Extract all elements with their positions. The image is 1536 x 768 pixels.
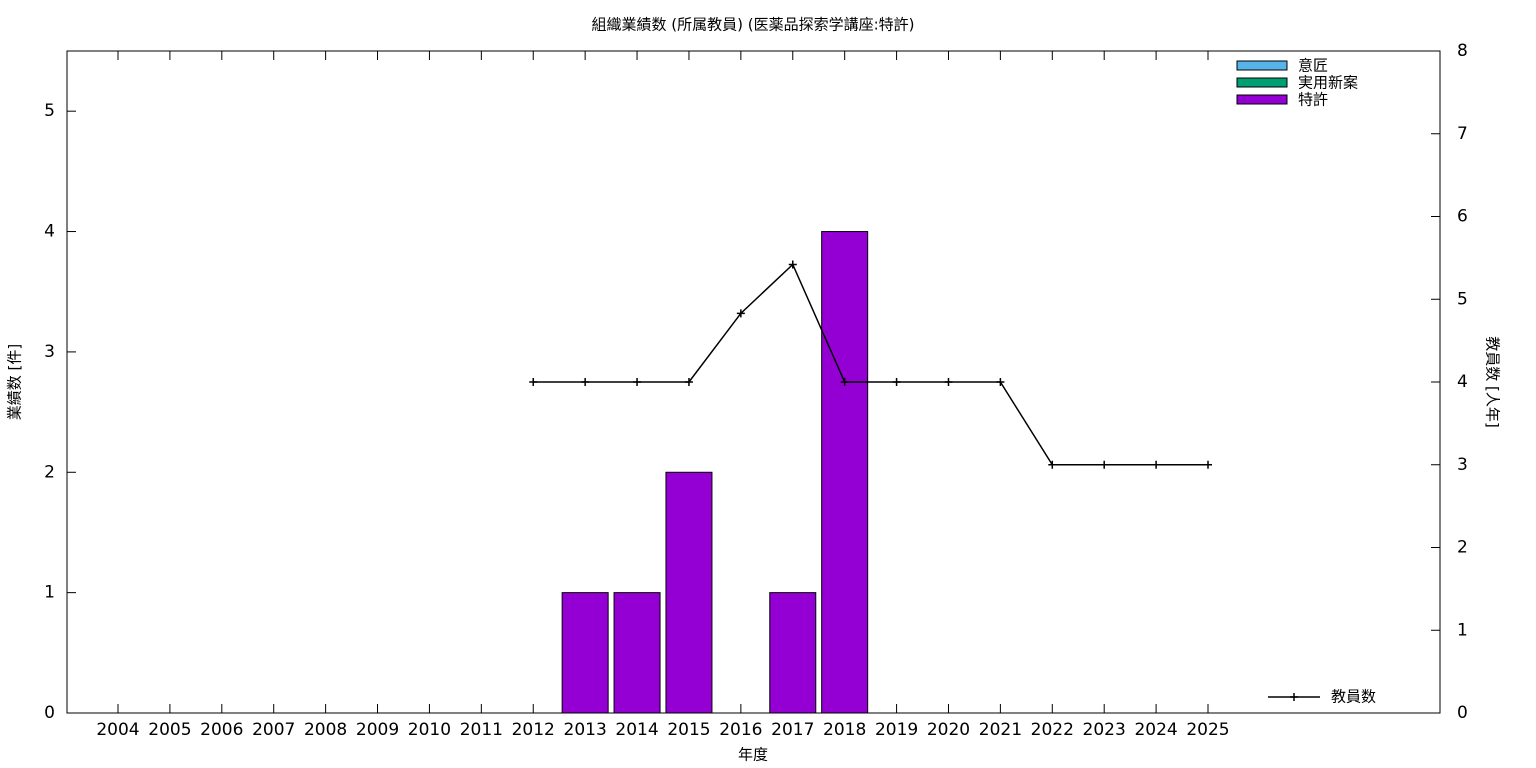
y2-tick-label: 5: [1457, 289, 1468, 309]
y-tick-label: 4: [44, 222, 55, 242]
x-tick-label: 2017: [771, 720, 814, 740]
point-marker: [581, 378, 590, 386]
x-tick-label: 2011: [460, 720, 503, 740]
legend-swatch: [1236, 77, 1288, 88]
x-tick-label: 2005: [148, 720, 191, 740]
x-tick-label: 2007: [252, 720, 295, 740]
point-marker: [996, 378, 1005, 386]
point-marker: [892, 378, 901, 386]
legend-label: 特許: [1298, 91, 1328, 109]
y2-tick-label: 0: [1457, 703, 1468, 723]
x-tick-label: 2014: [615, 720, 658, 740]
bar: [561, 592, 609, 714]
x-axis-label: 年度: [738, 746, 768, 764]
x-tick-label: 2022: [1031, 720, 1074, 740]
x-tick-label: 2004: [96, 720, 139, 740]
x-tick-label: 2010: [408, 720, 451, 740]
x-tick-label: 2025: [1186, 720, 1229, 740]
bar: [665, 471, 713, 714]
legend-marker: [1290, 693, 1298, 701]
legend-label: 教員数: [1331, 688, 1376, 706]
y2-tick-label: 7: [1457, 124, 1468, 144]
bar: [821, 231, 869, 714]
point-marker: [788, 260, 797, 269]
x-tick-label: 2006: [200, 720, 243, 740]
point-marker: [1048, 460, 1057, 469]
x-tick-label: 2016: [719, 720, 762, 740]
y2-tick-label: 8: [1457, 41, 1468, 61]
chart-title: 組織業績数 (所属教員) (医薬品探索学講座:特許): [591, 16, 914, 34]
bar: [613, 592, 661, 714]
point-marker: [684, 378, 693, 386]
point-marker: [1204, 460, 1213, 469]
x-tick-label: 2013: [564, 720, 607, 740]
legend-swatch: [1236, 60, 1288, 71]
legend-label: 実用新案: [1298, 74, 1358, 92]
x-tick-label: 2008: [304, 720, 347, 740]
point-marker: [633, 378, 642, 386]
point-marker: [944, 378, 953, 386]
x-tick-label: 2021: [979, 720, 1022, 740]
x-tick-label: 2019: [875, 720, 918, 740]
x-tick-label: 2012: [512, 720, 555, 740]
bar: [769, 592, 817, 714]
point-marker: [1152, 460, 1161, 469]
x-tick-label: 2023: [1083, 720, 1126, 740]
y2-tick-label: 6: [1457, 207, 1468, 227]
x-tick-label: 2015: [667, 720, 710, 740]
x-tick-label: 2009: [356, 720, 399, 740]
line: [533, 263, 1209, 466]
y-tick-label: 5: [44, 101, 55, 121]
y-tick-label: 0: [44, 703, 55, 723]
point-marker: [736, 309, 745, 318]
y-axis-label: 業績数 [件]: [6, 344, 24, 420]
y-tick-label: 2: [44, 462, 55, 482]
x-tick-label: 2018: [823, 720, 866, 740]
legend-swatch: [1236, 94, 1288, 105]
point-marker: [1100, 460, 1109, 469]
legend-label: 意匠: [1298, 57, 1328, 75]
y2-tick-label: 3: [1457, 455, 1468, 475]
point-marker: [529, 378, 538, 386]
x-tick-label: 2020: [927, 720, 970, 740]
x-tick-label: 2024: [1134, 720, 1177, 740]
y-tick-label: 3: [44, 342, 55, 362]
plot-frame: [66, 50, 1441, 714]
point-marker: [840, 378, 849, 386]
y-tick-label: 1: [44, 583, 55, 603]
y2-tick-label: 4: [1457, 372, 1468, 392]
y2-tick-label: 1: [1457, 620, 1468, 640]
y2-tick-label: 2: [1457, 538, 1468, 558]
y2-axis-label: 教員数 [人年]: [1484, 336, 1502, 427]
